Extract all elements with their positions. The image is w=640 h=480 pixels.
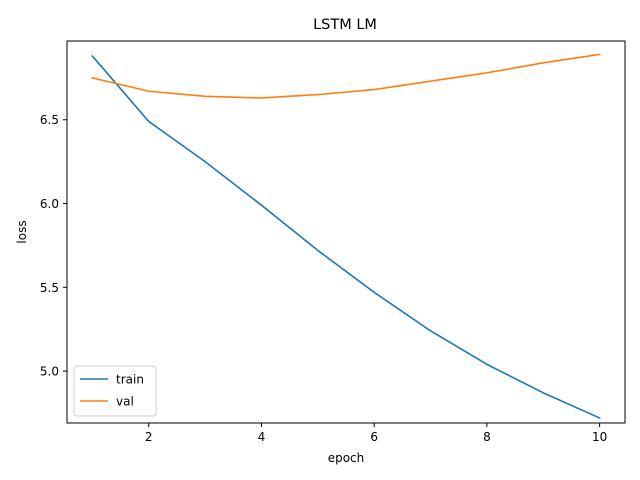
y-tick-label: 5.0 — [40, 365, 59, 379]
x-tick-label: 10 — [592, 430, 607, 444]
legend-label-val: val — [116, 395, 134, 409]
y-axis-ticks: 5.0 5.5 6.0 6.5 — [40, 113, 67, 379]
y-tick-label: 6.5 — [40, 113, 59, 127]
x-axis-ticks: 2 4 6 8 10 — [145, 423, 607, 444]
chart-title: LSTM LM — [313, 17, 377, 33]
series-line-val — [91, 53, 601, 99]
x-tick-label: 4 — [258, 430, 266, 444]
y-tick-label: 5.5 — [40, 281, 59, 295]
legend-label-train: train — [116, 373, 144, 387]
y-tick-label: 6.0 — [40, 197, 59, 211]
x-axis-label: epoch — [328, 451, 365, 465]
x-tick-label: 2 — [145, 430, 153, 444]
legend: train val — [73, 365, 157, 417]
series-line-train — [91, 54, 601, 420]
x-tick-label: 8 — [483, 430, 491, 444]
axes-frame — [66, 40, 626, 424]
y-axis-label: loss — [15, 220, 29, 243]
x-tick-label: 6 — [370, 430, 378, 444]
series-lines — [91, 53, 601, 420]
